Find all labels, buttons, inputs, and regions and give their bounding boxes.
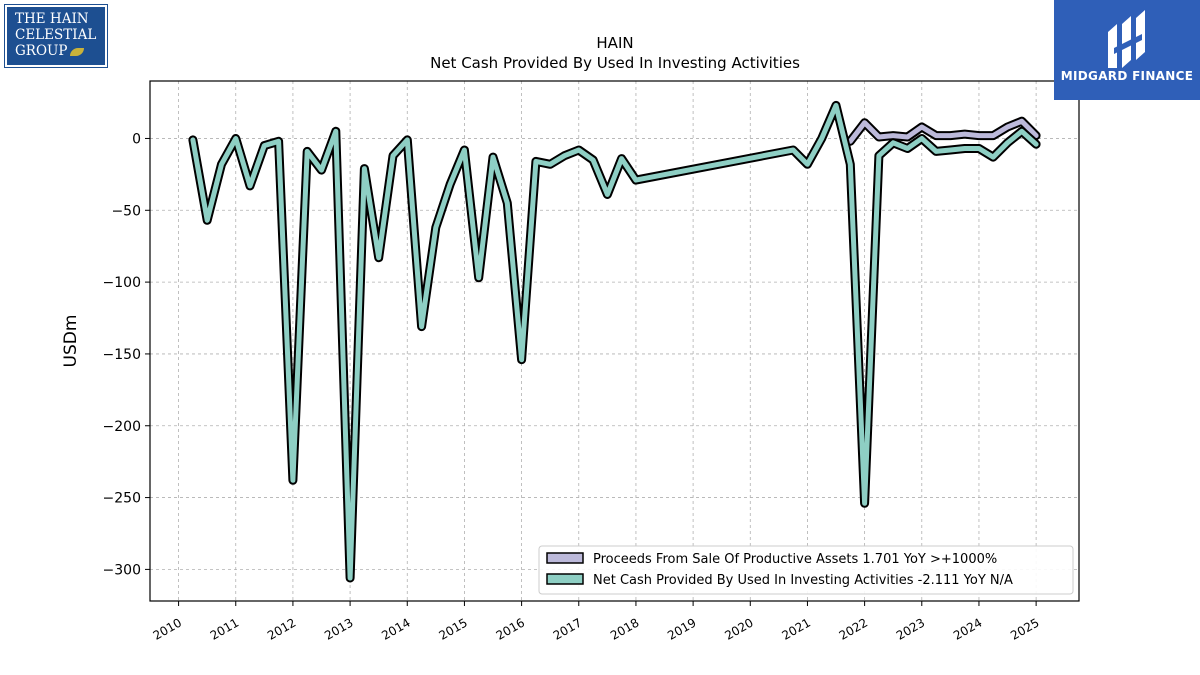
y-tick-label: −200: [103, 419, 141, 435]
series-layer: [188, 100, 1041, 583]
y-tick-label: 0: [132, 131, 141, 147]
logo-line-3: GROUP: [15, 43, 105, 59]
legend-swatch: [546, 573, 584, 585]
legend-label: Net Cash Provided By Used In Investing A…: [593, 573, 1013, 588]
x-tick-label: 2011: [208, 615, 241, 642]
chart-subtitle: Net Cash Provided By Used In Investing A…: [430, 54, 800, 72]
midgard-finance-name: MIDGARD FINANCE: [1060, 69, 1194, 83]
x-tick-label: 2010: [151, 615, 184, 642]
logo-line-1: THE HAIN: [15, 11, 89, 27]
y-tick-label: −250: [103, 491, 141, 507]
x-tick-label: 2014: [379, 615, 412, 642]
x-tick-label: 2012: [265, 615, 298, 642]
x-tick-label: 2017: [551, 615, 584, 642]
logo-line-2: CELESTIAL: [15, 27, 97, 43]
legend-box: [538, 545, 1074, 595]
x-tick-label: 2025: [1008, 615, 1041, 642]
x-tick-label: 2020: [722, 615, 755, 642]
y-tick-label: −150: [103, 347, 141, 363]
x-tick-label: 2022: [837, 615, 870, 642]
legend-label: Proceeds From Sale Of Productive Assets …: [593, 552, 997, 567]
plot-frame: [149, 80, 1080, 602]
x-tick-label: 2021: [779, 615, 812, 642]
x-tick-label: 2013: [322, 615, 355, 642]
x-tick-label: 2019: [665, 615, 698, 642]
x-tick-label: 2018: [608, 615, 641, 642]
chart-title: HAIN: [596, 34, 633, 52]
x-tick-label: 2016: [494, 615, 527, 642]
net-cash-line: [190, 102, 1039, 581]
midgard-finance-logo: MIDGARD FINANCE: [1054, 0, 1200, 100]
hain-celestial-logo: THE HAIN CELESTIAL GROUP: [4, 4, 108, 68]
midgard-mark-icon: [1108, 10, 1145, 68]
x-ticks: 2010 2011 2012 2013 2014 2015 2016 2017 2018 2019…: [151, 601, 1042, 643]
legend-swatch: [546, 552, 584, 564]
y-tick-label: −300: [103, 562, 141, 578]
y-ticks: 0 −50 −100 −150 −200 −250 −300: [103, 131, 150, 578]
y-tick-label: −50: [111, 203, 141, 219]
y-axis-label: USDm: [61, 315, 81, 368]
proceeds-line: [847, 118, 1039, 144]
x-tick-label: 2024: [951, 615, 984, 642]
x-tick-label: 2015: [436, 615, 469, 642]
leaf-icon: [70, 47, 85, 56]
x-tick-label: 2023: [894, 615, 927, 642]
y-tick-label: −100: [103, 275, 141, 291]
legend: Proceeds From Sale Of Productive Assets …: [538, 545, 1074, 595]
